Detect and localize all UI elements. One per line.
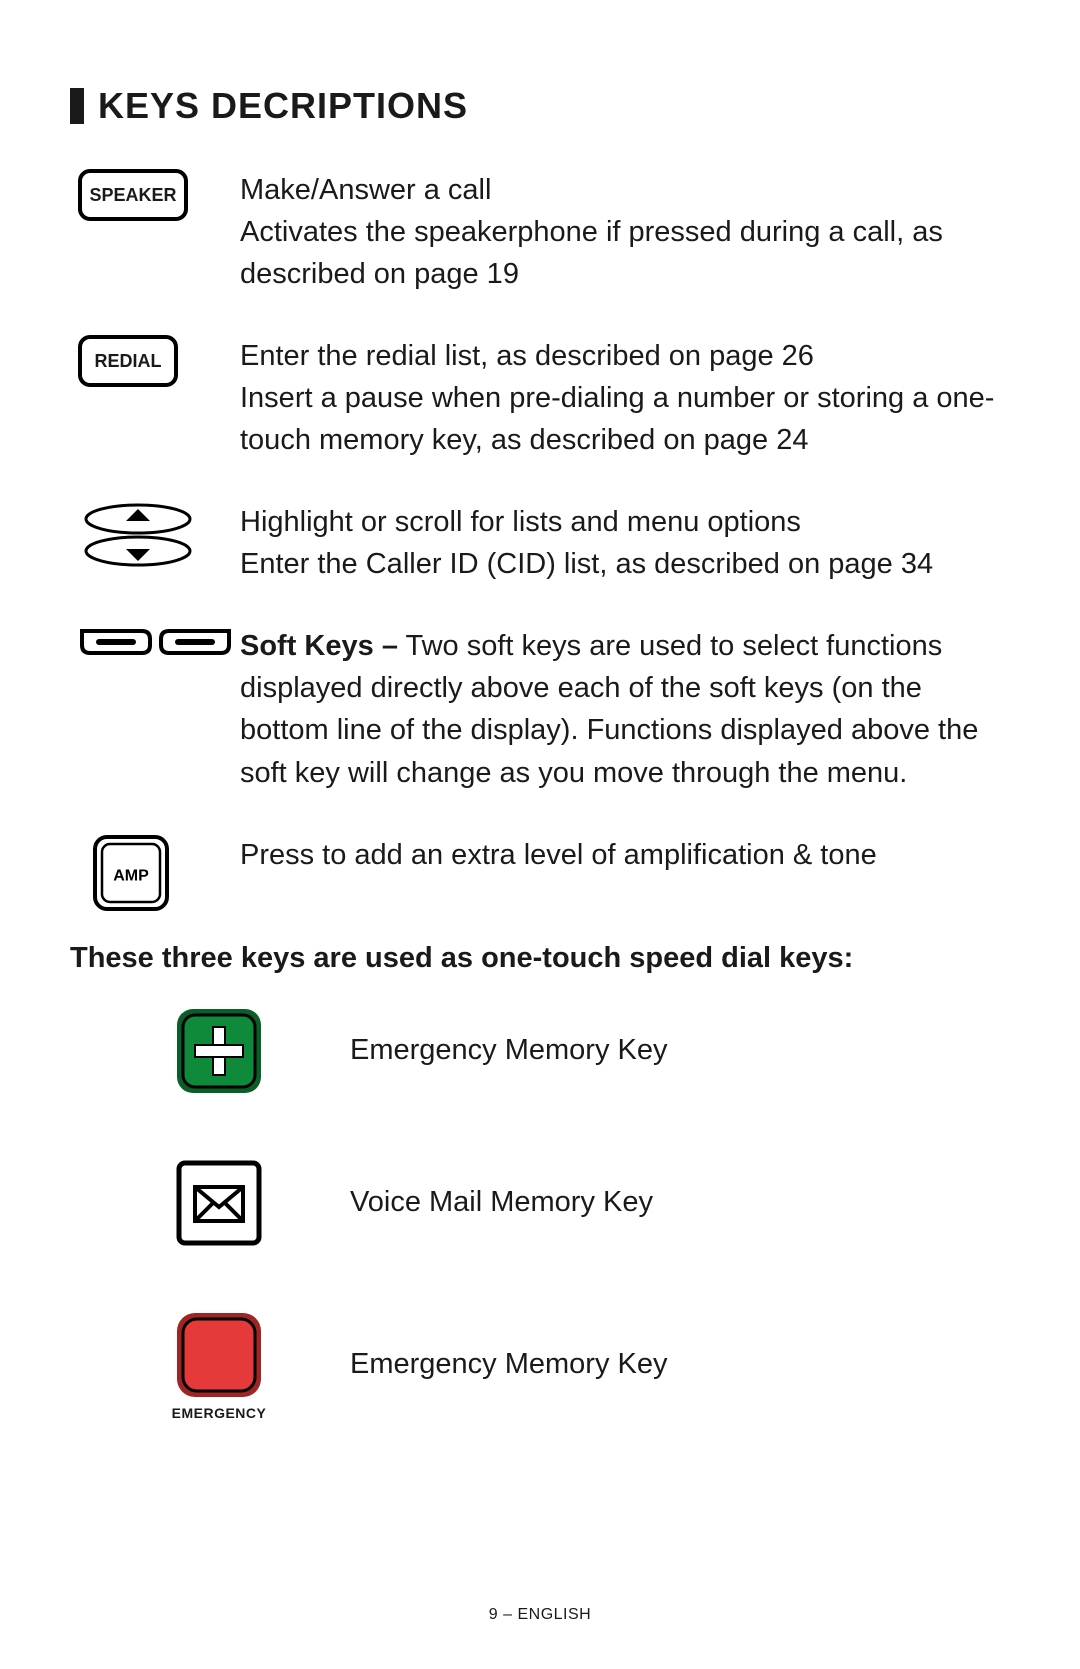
title-bar-icon bbox=[70, 88, 84, 124]
key-description: Make/Answer a callActivates the speakerp… bbox=[240, 169, 1010, 295]
speed-dial-heading: These three keys are used as one-touch s… bbox=[70, 942, 1010, 975]
key-row: AMP Press to add an extra level of ampli… bbox=[70, 834, 1010, 912]
key-row: REDIAL Enter the redial list, as describ… bbox=[70, 335, 1010, 461]
key-row: Highlight or scroll for lists and menu o… bbox=[70, 501, 1010, 585]
svg-text:REDIAL: REDIAL bbox=[95, 351, 162, 371]
key-description: Highlight or scroll for lists and menu o… bbox=[240, 501, 1010, 585]
speed-dial-label: Emergency Memory Key bbox=[350, 1348, 1010, 1381]
svg-text:AMP: AMP bbox=[113, 867, 149, 884]
speed-dial-row: EMERGENCY Emergency Memory Key bbox=[70, 1309, 1010, 1421]
key-description: Press to add an extra level of amplifica… bbox=[240, 834, 1010, 876]
redial-icon: REDIAL bbox=[70, 335, 240, 387]
speed-dial-list: Emergency Memory Key Voice Mail Memory K… bbox=[70, 1005, 1010, 1421]
green-plus-icon bbox=[70, 1005, 350, 1097]
speed-dial-label: Voice Mail Memory Key bbox=[350, 1186, 1010, 1219]
amp-icon: AMP bbox=[70, 834, 240, 912]
scroll-icon bbox=[70, 501, 240, 571]
mail-icon bbox=[70, 1157, 350, 1249]
emergency-sublabel: EMERGENCY bbox=[172, 1405, 267, 1421]
speed-dial-row: Voice Mail Memory Key bbox=[70, 1157, 1010, 1249]
page-title: KEYS DECRIPTIONS bbox=[98, 85, 468, 127]
key-row: SPEAKER Make/Answer a callActivates the … bbox=[70, 169, 1010, 295]
red-icon: EMERGENCY bbox=[70, 1309, 350, 1421]
speaker-icon: SPEAKER bbox=[70, 169, 240, 221]
key-description: Soft Keys – Two soft keys are used to se… bbox=[240, 625, 1010, 793]
key-row: Soft Keys – Two soft keys are used to se… bbox=[70, 625, 1010, 793]
page-footer: 9 – ENGLISH bbox=[0, 1606, 1080, 1624]
title-row: KEYS DECRIPTIONS bbox=[70, 85, 1010, 127]
speed-dial-label: Emergency Memory Key bbox=[350, 1034, 1010, 1067]
softkeys-icon bbox=[70, 625, 240, 659]
keys-list: SPEAKER Make/Answer a callActivates the … bbox=[70, 169, 1010, 912]
key-description: Enter the redial list, as described on p… bbox=[240, 335, 1010, 461]
speed-dial-row: Emergency Memory Key bbox=[70, 1005, 1010, 1097]
svg-text:SPEAKER: SPEAKER bbox=[89, 185, 176, 205]
